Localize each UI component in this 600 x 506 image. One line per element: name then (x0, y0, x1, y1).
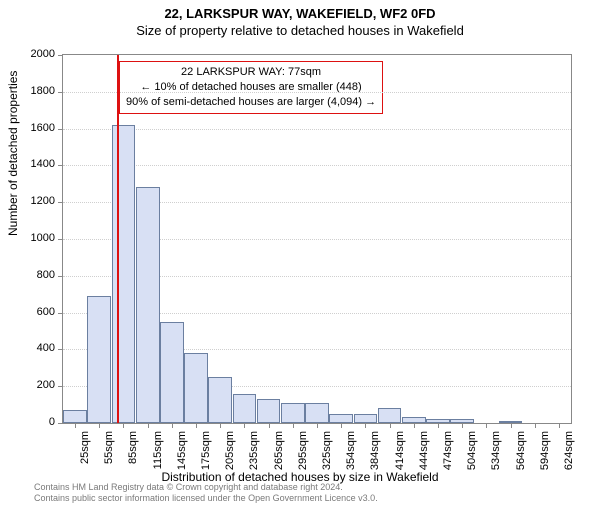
y-tick (58, 55, 63, 56)
histogram-bar (378, 408, 402, 423)
histogram-bar (233, 394, 257, 423)
x-tick (196, 423, 197, 428)
y-tick-label: 800 (17, 269, 55, 281)
y-tick (58, 165, 63, 166)
annotation-box: 22 LARKSPUR WAY: 77sqm ← 10% of detached… (119, 61, 383, 114)
x-tick (535, 423, 536, 428)
y-tick-label: 1400 (17, 158, 55, 170)
y-tick (58, 423, 63, 424)
x-tick (414, 423, 415, 428)
chart-container: 22, LARKSPUR WAY, WAKEFIELD, WF2 0FD Siz… (0, 6, 600, 506)
gridline (63, 129, 571, 130)
y-tick-label: 1800 (17, 85, 55, 97)
x-tick (341, 423, 342, 428)
y-tick-label: 1200 (17, 195, 55, 207)
y-tick-label: 400 (17, 342, 55, 354)
histogram-bar (184, 353, 208, 423)
y-tick (58, 92, 63, 93)
y-tick (58, 386, 63, 387)
footer-line2: Contains public sector information licen… (34, 493, 378, 504)
y-tick-label: 0 (17, 416, 55, 428)
histogram-bar (63, 410, 87, 423)
x-tick (438, 423, 439, 428)
x-tick (293, 423, 294, 428)
y-tick (58, 129, 63, 130)
x-tick (390, 423, 391, 428)
histogram-bar (305, 403, 329, 423)
x-tick (462, 423, 463, 428)
x-tick (172, 423, 173, 428)
x-tick (365, 423, 366, 428)
x-tick (220, 423, 221, 428)
histogram-bar (112, 125, 136, 423)
histogram-bar (160, 322, 184, 423)
title-sub: Size of property relative to detached ho… (0, 23, 600, 38)
annotation-line1: 22 LARKSPUR WAY: 77sqm (126, 65, 376, 80)
chart-plot-area: 22 LARKSPUR WAY: 77sqm ← 10% of detached… (62, 54, 572, 424)
gridline (63, 92, 571, 93)
y-tick-label: 2000 (17, 48, 55, 60)
y-tick (58, 239, 63, 240)
gridline (63, 165, 571, 166)
marker-line (117, 55, 119, 423)
x-tick (244, 423, 245, 428)
histogram-bar (257, 399, 281, 423)
histogram-bar (208, 377, 232, 423)
y-tick-label: 1600 (17, 122, 55, 134)
histogram-bar (354, 414, 378, 423)
x-tick (269, 423, 270, 428)
x-tick (99, 423, 100, 428)
x-tick (486, 423, 487, 428)
x-tick (317, 423, 318, 428)
y-tick (58, 202, 63, 203)
histogram-bar (87, 296, 111, 423)
footer-line1: Contains HM Land Registry data © Crown c… (34, 482, 378, 493)
annotation-line3: 90% of semi-detached houses are larger (… (126, 95, 376, 110)
x-tick (148, 423, 149, 428)
histogram-bar (136, 187, 160, 423)
x-tick (75, 423, 76, 428)
x-tick (559, 423, 560, 428)
footer-text: Contains HM Land Registry data © Crown c… (34, 482, 378, 504)
y-tick-label: 1000 (17, 232, 55, 244)
y-tick (58, 313, 63, 314)
y-tick (58, 276, 63, 277)
y-tick-label: 200 (17, 379, 55, 391)
title-main: 22, LARKSPUR WAY, WAKEFIELD, WF2 0FD (0, 6, 600, 21)
y-tick-label: 600 (17, 306, 55, 318)
histogram-bar (329, 414, 353, 423)
histogram-bar (281, 403, 305, 423)
y-tick (58, 349, 63, 350)
x-tick (511, 423, 512, 428)
x-tick (123, 423, 124, 428)
